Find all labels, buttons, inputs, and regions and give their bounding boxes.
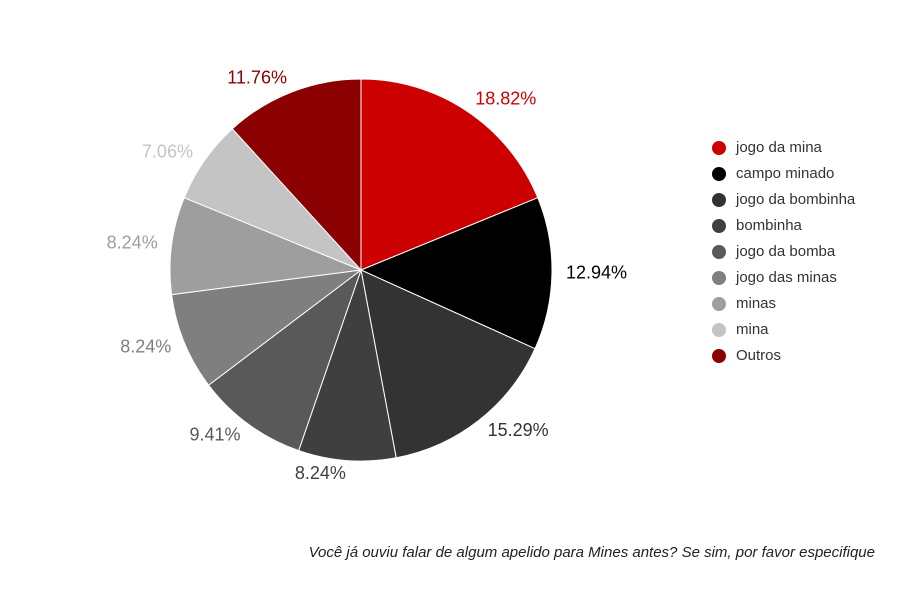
data-label: 18.82% [475, 89, 536, 109]
data-label: 8.24% [120, 336, 171, 356]
legend-item: jogo da bombinha [712, 190, 872, 210]
legend-swatch [712, 271, 726, 285]
legend-label: minas [736, 295, 777, 312]
pie-slice [360, 78, 539, 271]
legend-label: jogo da bomba [736, 243, 836, 260]
pie-slice [231, 78, 362, 272]
legend-item: minas [712, 294, 872, 314]
legend-swatch [712, 141, 726, 155]
pie-slice [359, 197, 553, 350]
legend-item: mina [712, 320, 872, 340]
chart-title: Você já ouviu falar de algum apelido par… [308, 544, 875, 561]
legend-swatch [712, 323, 726, 337]
data-label: 8.24% [107, 232, 158, 252]
legend-item: campo minado [712, 164, 872, 184]
legend-swatch [712, 219, 726, 233]
legend-label: bombinha [736, 217, 802, 234]
pie-slice [207, 268, 363, 452]
data-label: 15.29% [488, 420, 549, 440]
legend-item: jogo das minas [712, 268, 872, 288]
legend: jogo da mina campo minado jogo da bombinha… [712, 138, 872, 372]
legend-label: jogo da mina [736, 139, 822, 156]
pie-slice [169, 197, 363, 296]
data-label: 7.06% [142, 141, 193, 161]
pie-slice [298, 268, 397, 462]
legend-label: campo minado [736, 165, 835, 182]
pie-slice [360, 269, 536, 459]
data-label: 8.24% [295, 463, 346, 483]
data-label: 11.76% [227, 68, 287, 88]
legend-swatch [712, 297, 726, 311]
legend-label: jogo da bombinha [736, 191, 856, 208]
legend-swatch [712, 193, 726, 207]
legend-item: jogo da bomba [712, 242, 872, 262]
data-label: 12.94% [566, 262, 627, 282]
legend-item: jogo da mina [712, 138, 872, 158]
legend-label: jogo das minas [736, 269, 837, 286]
legend-swatch [712, 349, 726, 363]
legend-label: mina [736, 321, 769, 338]
legend-item: Outros [712, 346, 872, 366]
legend-label: Outros [736, 347, 782, 364]
legend-swatch [712, 167, 726, 181]
legend-item: bombinha [712, 216, 872, 236]
legend-swatch [712, 245, 726, 259]
data-label: 9.41% [190, 425, 241, 445]
pie-slice [171, 269, 363, 386]
